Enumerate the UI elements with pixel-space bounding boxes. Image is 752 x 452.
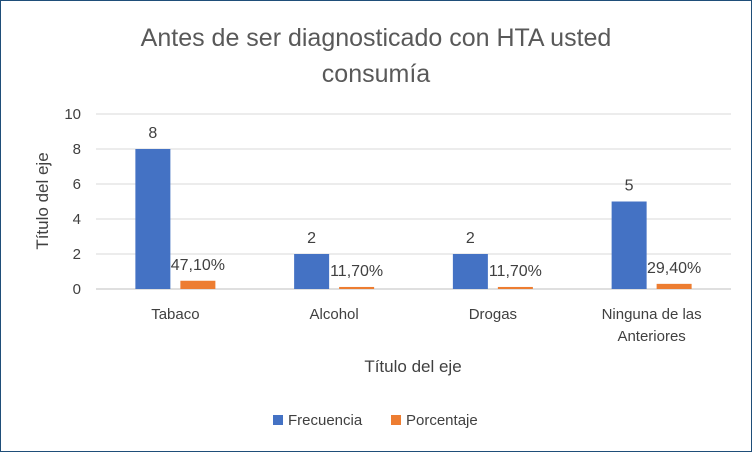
x-axis-title: Título del eje (364, 357, 461, 376)
legend-label-porcentaje: Porcentaje (406, 412, 478, 429)
x-tick-label: Alcohol (310, 306, 359, 323)
data-label-frecuencia: 2 (307, 230, 316, 247)
x-tick-label: Ninguna de las (602, 306, 702, 323)
bar-porcentaje (656, 283, 692, 289)
bar-frecuencia (294, 254, 330, 289)
data-label-frecuencia: 5 (625, 178, 634, 195)
bar-porcentaje (497, 286, 533, 289)
chart-title-line: consumía (322, 60, 430, 88)
data-label-porcentaje: 47,10% (171, 257, 225, 274)
bar-frecuencia (611, 201, 647, 289)
bar-frecuencia (452, 254, 488, 289)
bar-porcentaje (339, 286, 375, 289)
data-label-frecuencia: 8 (148, 125, 157, 142)
chart-title-line: Antes de ser diagnosticado con HTA usted (141, 24, 612, 52)
data-label-porcentaje: 29,40% (647, 260, 701, 277)
y-tick-label: 6 (73, 176, 81, 193)
legend-swatch-frecuencia (273, 415, 283, 425)
y-axis-title: Título del eje (33, 152, 52, 249)
x-tick-label: Drogas (469, 306, 517, 323)
data-label-frecuencia: 2 (466, 230, 475, 247)
y-axis-ticks: 0 2 4 6 8 10 (64, 106, 81, 298)
y-tick-label: 4 (73, 211, 81, 228)
x-axis-ticks: Tabaco Alcohol Drogas Ninguna de las Anterio… (151, 306, 701, 345)
legend-swatch-porcentaje (391, 415, 401, 425)
legend: Frecuencia Porcentaje (273, 412, 478, 429)
y-tick-label: 10 (64, 106, 81, 123)
legend-label-frecuencia: Frecuencia (288, 412, 363, 429)
bar-frecuencia (135, 149, 171, 289)
data-label-porcentaje: 11,70% (330, 263, 383, 280)
x-tick-label: Anteriores (617, 328, 685, 345)
data-label-porcentaje: 11,70% (489, 263, 542, 280)
chart-title: Antes de ser diagnosticado con HTA usted… (141, 24, 612, 88)
y-tick-label: 2 (73, 246, 81, 263)
bar-porcentaje (180, 280, 216, 289)
data-labels: 8 47,10% 2 11,70% 2 11,70% 5 29,40% (148, 125, 701, 280)
y-tick-label: 0 (73, 281, 81, 298)
x-tick-label: Tabaco (151, 306, 199, 323)
bars (135, 149, 692, 289)
y-tick-label: 8 (73, 141, 81, 158)
